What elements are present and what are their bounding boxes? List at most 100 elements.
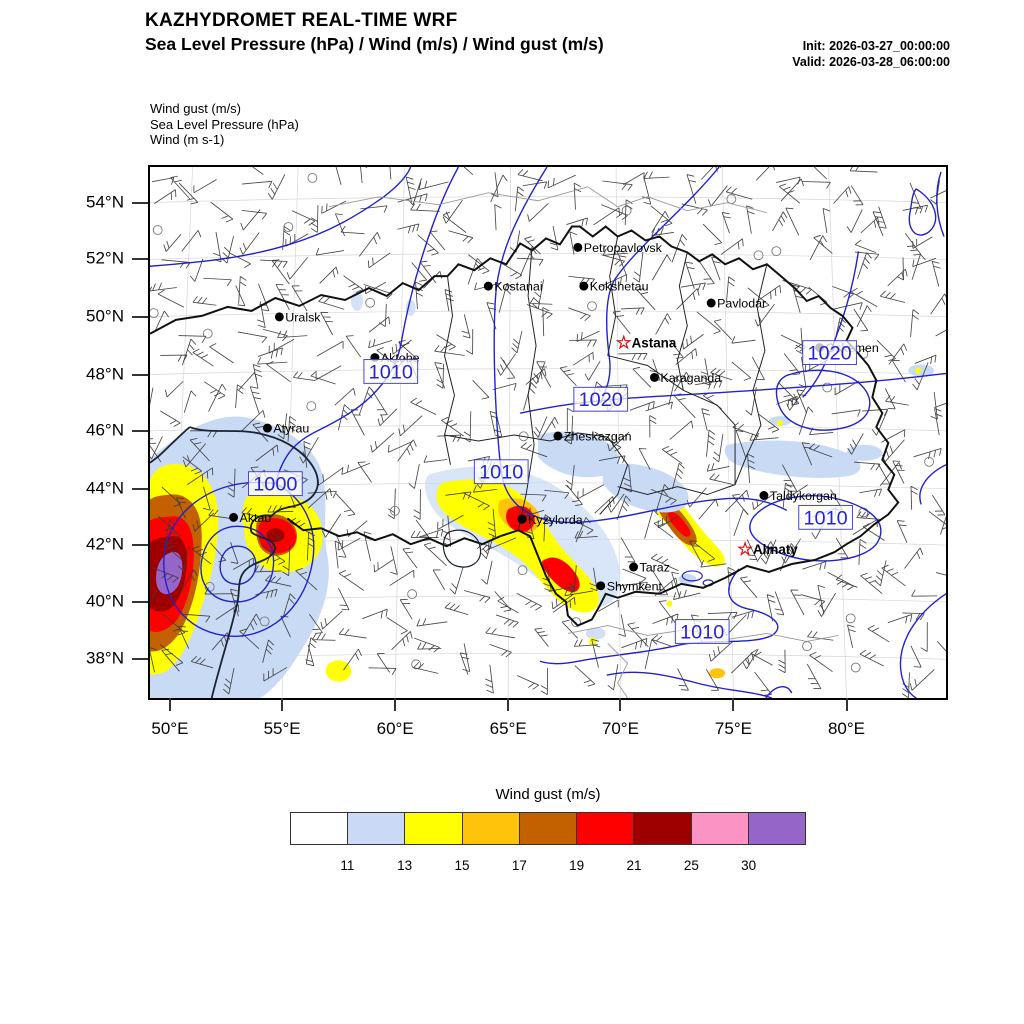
city-dot-icon: [553, 431, 563, 441]
wind-barb-icon: [516, 592, 542, 611]
wind-barb-icon: [285, 233, 309, 247]
lat-tick-label: 44°N: [86, 478, 124, 498]
wind-barb-icon: [671, 571, 680, 597]
wind-barb-icon: [170, 175, 191, 200]
wind-barb-icon: [467, 257, 483, 285]
lat-tick: [132, 429, 148, 432]
pressure-label-box: [573, 386, 629, 412]
wind-barb-icon: [511, 330, 523, 354]
calm-wind-icon: [517, 565, 528, 576]
pressure-label-box: [798, 504, 853, 530]
lat-tick: [132, 658, 148, 661]
city-dot-icon: [629, 562, 639, 572]
wind-barb-icon: [766, 594, 776, 622]
wind-barb-icon: [782, 280, 812, 295]
wind-barb-icon: [444, 289, 454, 312]
city-label: Karaganda: [660, 371, 721, 385]
wind-barb-icon: [547, 174, 576, 189]
wind-barb-icon: [872, 211, 885, 236]
wind-barb-icon: [806, 663, 822, 690]
wind-barb-icon: [370, 432, 395, 453]
wind-barb-icon: [935, 572, 946, 576]
lon-tick-label: 80°E: [827, 719, 866, 738]
wind-barb-icon: [490, 174, 508, 203]
wind-barb-icon: [257, 347, 283, 359]
wind-barb-icon: [235, 285, 246, 307]
wind-barb-icon: [696, 311, 721, 335]
lon-tick: [394, 698, 397, 711]
wind-barb-icon: [847, 433, 864, 455]
wind-barb-icon: [161, 613, 186, 636]
colorbar-cell: [348, 813, 406, 844]
wind-barb-icon: [386, 617, 408, 635]
lat-tick: [132, 600, 148, 603]
wind-barb-icon: [444, 602, 469, 616]
wind-barb-icon: [484, 664, 494, 694]
city-markers: Petropavlovsk Kostanai Kokshetau Pavlodar Ur…: [229, 241, 879, 593]
wind-barb-icon: [150, 286, 153, 292]
wind-barb-icon: [397, 193, 428, 205]
wind-barb-icon: [877, 463, 891, 485]
wind-barb-icon: [833, 186, 852, 204]
city-label: Kokshetau: [590, 280, 649, 294]
wind-barb-icon: [390, 546, 398, 575]
wind-barb-icon: [885, 388, 896, 410]
wind-barb-icon: [930, 392, 938, 420]
wind-barb-icon: [651, 210, 669, 233]
wind-barb-icon: [936, 640, 946, 652]
lon-tick: [507, 698, 510, 711]
wind-barb-icon: [618, 352, 648, 361]
wind-barb-icon: [859, 649, 884, 667]
wind-barb-icon: [934, 402, 946, 408]
wind-barb-icon: [249, 386, 262, 414]
wind-barb-icon: [673, 589, 701, 600]
country-borders: [150, 186, 900, 698]
wind-barb-icon: [602, 248, 628, 256]
wind-barb-icon: [434, 362, 446, 389]
wind-barb-icon: [335, 167, 342, 185]
wind-barb-icon: [227, 468, 236, 498]
colorbar-tick-label: 25: [683, 858, 699, 873]
wind-barb-icon: [802, 181, 831, 189]
wind-barb-icon: [745, 387, 757, 416]
wind-barb-icon: [577, 484, 605, 500]
wind-barb-icon: [934, 408, 943, 436]
wind-barb-icon: [402, 547, 418, 569]
wind-barb-icon: [540, 668, 549, 695]
wind-barb-icon: [813, 234, 833, 254]
colorbar-cell: [691, 813, 749, 844]
wind-barb-icon: [774, 591, 785, 616]
calm-wind-icon: [307, 173, 318, 183]
calm-wind-icon: [571, 617, 582, 628]
wind-barb-icon: [468, 254, 490, 274]
wind-barb-icon: [150, 589, 158, 604]
wind-barb-icon: [239, 628, 260, 649]
wind-barb-icon: [532, 279, 545, 310]
wind-barb-icon: [536, 361, 552, 388]
wind-barb-icon: [481, 560, 493, 585]
wind-barb-icon: [850, 185, 864, 206]
wind-barb-icon: [419, 260, 437, 284]
wind-barb-icon: [210, 542, 227, 563]
wind-barb-icon: [676, 288, 700, 310]
calm-wind-icon: [150, 308, 159, 319]
wind-barb-icon: [238, 276, 247, 304]
wind-barb-icon: [932, 494, 946, 516]
city-dot-icon: [579, 281, 589, 291]
wind-barb-icon: [340, 225, 365, 235]
wind-barb-icon: [669, 420, 694, 440]
lon-tick-label: 70°E: [601, 719, 639, 738]
wind-barb-icon: [702, 223, 723, 246]
wind-barb-icon: [749, 432, 779, 441]
wind-barb-icon: [621, 307, 645, 315]
page-subtitle: Sea Level Pressure (hPa) / Wind (m/s) / …: [145, 34, 604, 54]
wind-barb-icon: [183, 390, 197, 413]
wind-barb-icon: [178, 335, 207, 343]
wind-barb-icon: [566, 485, 583, 506]
wind-barb-icon: [720, 238, 744, 255]
wind-barb-icon: [856, 305, 872, 328]
calm-wind-icon: [152, 225, 163, 235]
wind-barb-icon: [255, 588, 278, 599]
wind-barb-icon: [163, 233, 182, 252]
